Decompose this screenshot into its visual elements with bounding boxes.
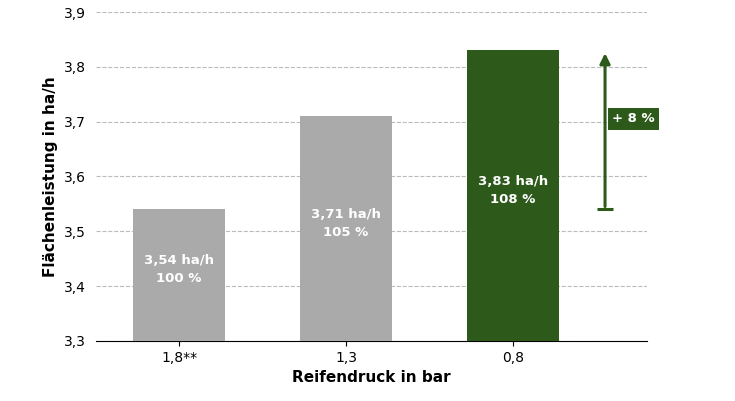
Text: 3,83 ha/h
108 %: 3,83 ha/h 108 % [478, 175, 548, 206]
Bar [133, 209, 225, 401]
Text: 3,54 ha/h
100 %: 3,54 ha/h 100 % [144, 254, 214, 285]
X-axis label: Reifendruck in bar: Reifendruck in bar [292, 370, 451, 385]
Y-axis label: Flächenleistung in ha/h: Flächenleistung in ha/h [43, 76, 58, 277]
Text: + 8 %: + 8 % [612, 112, 655, 126]
Bar [467, 51, 559, 401]
Bar [300, 116, 392, 401]
Text: 3,71 ha/h
105 %: 3,71 ha/h 105 % [311, 208, 381, 239]
